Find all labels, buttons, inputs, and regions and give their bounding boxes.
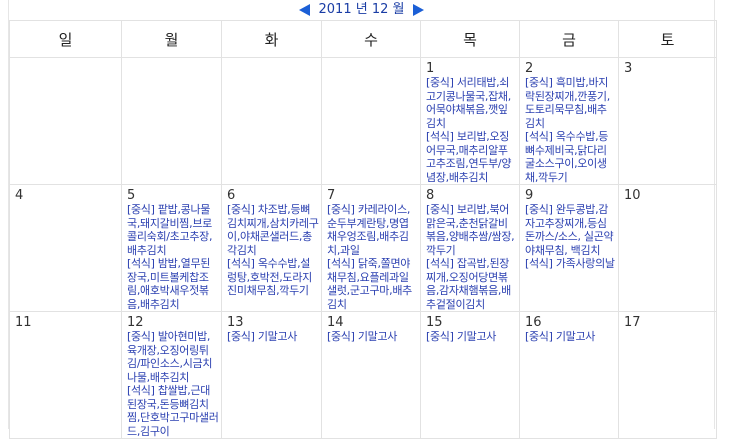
meal-menu: [중식] 서리태밥,쇠고기콩나물국,잡채,어묵야채볶음,깻잎김치 [석식] 보리… [426, 76, 512, 184]
day-cell: 15 [중식] 기말고사 [420, 311, 520, 439]
day-cell [9, 57, 122, 185]
meal-menu: [중식] 기말고사 [525, 330, 596, 343]
day-number: 1 [426, 61, 435, 76]
weekday-tue: 화 [221, 20, 322, 58]
prev-month-arrow-icon[interactable] [299, 4, 311, 16]
meal-menu: [중식] 완두콩밥,감자고추장찌개,등심돈까스/소스, 실곤약야채무침, 백김치… [525, 203, 615, 270]
day-number: 14 [327, 315, 344, 330]
day-cell: 1 [중식] 서리태밥,쇠고기콩나물국,잡채,어묵야채볶음,깻잎김치 [석식] 보… [420, 57, 520, 185]
day-number: 7 [327, 188, 336, 203]
weekday-fri: 금 [519, 20, 619, 58]
day-number: 9 [525, 188, 534, 203]
day-cell [221, 57, 322, 185]
meal-menu: [중식] 팥밥,콩나물국,돼지갈비찜,브로콜리숙회/초고추장,배추김치 [석식]… [127, 203, 213, 311]
day-cell: 3 [618, 57, 717, 185]
day-number: 17 [624, 315, 641, 330]
day-cell: 9 [중식] 완두콩밥,감자고추장찌개,등심돈까스/소스, 실곤약야채무침, 백김… [519, 184, 619, 312]
calendar: 2011 년 12 월 일 월 화 수 목 금 토 1 [중식] 서리태밥,쇠고기… [8, 0, 717, 439]
day-cell: 10 [618, 184, 717, 312]
day-number: 8 [426, 188, 435, 203]
meal-menu: [중식] 보리밥,북어맑은국,춘천닭갈비볶음,양배추쌈/쌈장,깍두기 [석식] … [426, 203, 515, 311]
day-number: 12 [127, 315, 144, 330]
weekday-sun: 일 [9, 20, 122, 58]
day-cell: 14 [중식] 기말고사 [321, 311, 421, 439]
day-cell: 7 [중식] 카레라이스,순두부계란탕,명엽채우엉조림,배추김치,과일 [석식] … [321, 184, 421, 312]
day-cell: 2 [중식] 흑미밥,바지락된장찌개,깐풍기,도토리묵무침,배추김치 [석식] 옥… [519, 57, 619, 185]
day-number: 5 [127, 188, 136, 203]
week-row: 11 12 [중식] 발아현미밥,육개장,오징어링튀김/파인소스,시금치나물,배추… [9, 311, 717, 439]
next-month-arrow-icon[interactable] [412, 4, 424, 16]
month-navigation: 2011 년 12 월 [9, 0, 714, 20]
day-cell: 12 [중식] 발아현미밥,육개장,오징어링튀김/파인소스,시금치나물,배추김치 … [121, 311, 222, 439]
meal-menu: [중식] 발아현미밥,육개장,오징어링튀김/파인소스,시금치나물,배추김치 [석… [127, 330, 219, 438]
weekday-header-row: 일 월 화 수 목 금 토 [9, 20, 717, 58]
day-cell: 17 [618, 311, 717, 439]
day-cell: 6 [중식] 차조밥,등뼈김치찌개,삼치카레구이,야채콘샐러드,총각김치 [석식]… [221, 184, 322, 312]
day-cell [321, 57, 421, 185]
weekday-thu: 목 [420, 20, 520, 58]
day-number: 2 [525, 61, 534, 76]
calendar-grid: 일 월 화 수 목 금 토 1 [중식] 서리태밥,쇠고기콩나물국,잡채,어묵야채… [9, 20, 717, 439]
day-number: 10 [624, 188, 641, 203]
meal-menu: [중식] 기말고사 [227, 330, 298, 343]
weekday-mon: 월 [121, 20, 222, 58]
day-number: 6 [227, 188, 236, 203]
day-cell [121, 57, 222, 185]
day-number: 15 [426, 315, 443, 330]
meal-menu: [중식] 차조밥,등뼈김치찌개,삼치카레구이,야채콘샐러드,총각김치 [석식] … [227, 203, 319, 297]
meal-menu: [중식] 기말고사 [327, 330, 398, 343]
day-cell: 5 [중식] 팥밥,콩나물국,돼지갈비찜,브로콜리숙회/초고추장,배추김치 [석식… [121, 184, 222, 312]
week-row: 4 5 [중식] 팥밥,콩나물국,돼지갈비찜,브로콜리숙회/초고추장,배추김치 [… [9, 184, 717, 312]
day-cell: 13 [중식] 기말고사 [221, 311, 322, 439]
day-cell: 11 [9, 311, 122, 439]
day-number: 13 [227, 315, 244, 330]
day-number: 4 [15, 188, 24, 203]
day-number: 11 [15, 315, 32, 330]
day-cell: 16 [중식] 기말고사 [519, 311, 619, 439]
month-title: 2011 년 12 월 [318, 2, 405, 17]
weekday-sat: 토 [618, 20, 717, 58]
week-row: 1 [중식] 서리태밥,쇠고기콩나물국,잡채,어묵야채볶음,깻잎김치 [석식] 보… [9, 57, 717, 185]
weekday-wed: 수 [321, 20, 421, 58]
day-cell: 8 [중식] 보리밥,북어맑은국,춘천닭갈비볶음,양배추쌈/쌈장,깍두기 [석식]… [420, 184, 520, 312]
meal-menu: [중식] 흑미밥,바지락된장찌개,깐풍기,도토리묵무침,배추김치 [석식] 옥수… [525, 76, 610, 184]
meal-menu: [중식] 기말고사 [426, 330, 497, 343]
day-number: 16 [525, 315, 542, 330]
day-cell: 4 [9, 184, 122, 312]
meal-menu: [중식] 카레라이스,순두부계란탕,명엽채우엉조림,배추김치,과일 [석식] 닭… [327, 203, 412, 311]
day-number: 3 [624, 61, 633, 76]
